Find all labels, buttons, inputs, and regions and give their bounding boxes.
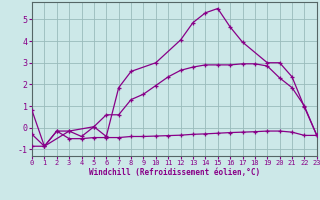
X-axis label: Windchill (Refroidissement éolien,°C): Windchill (Refroidissement éolien,°C) xyxy=(89,168,260,177)
